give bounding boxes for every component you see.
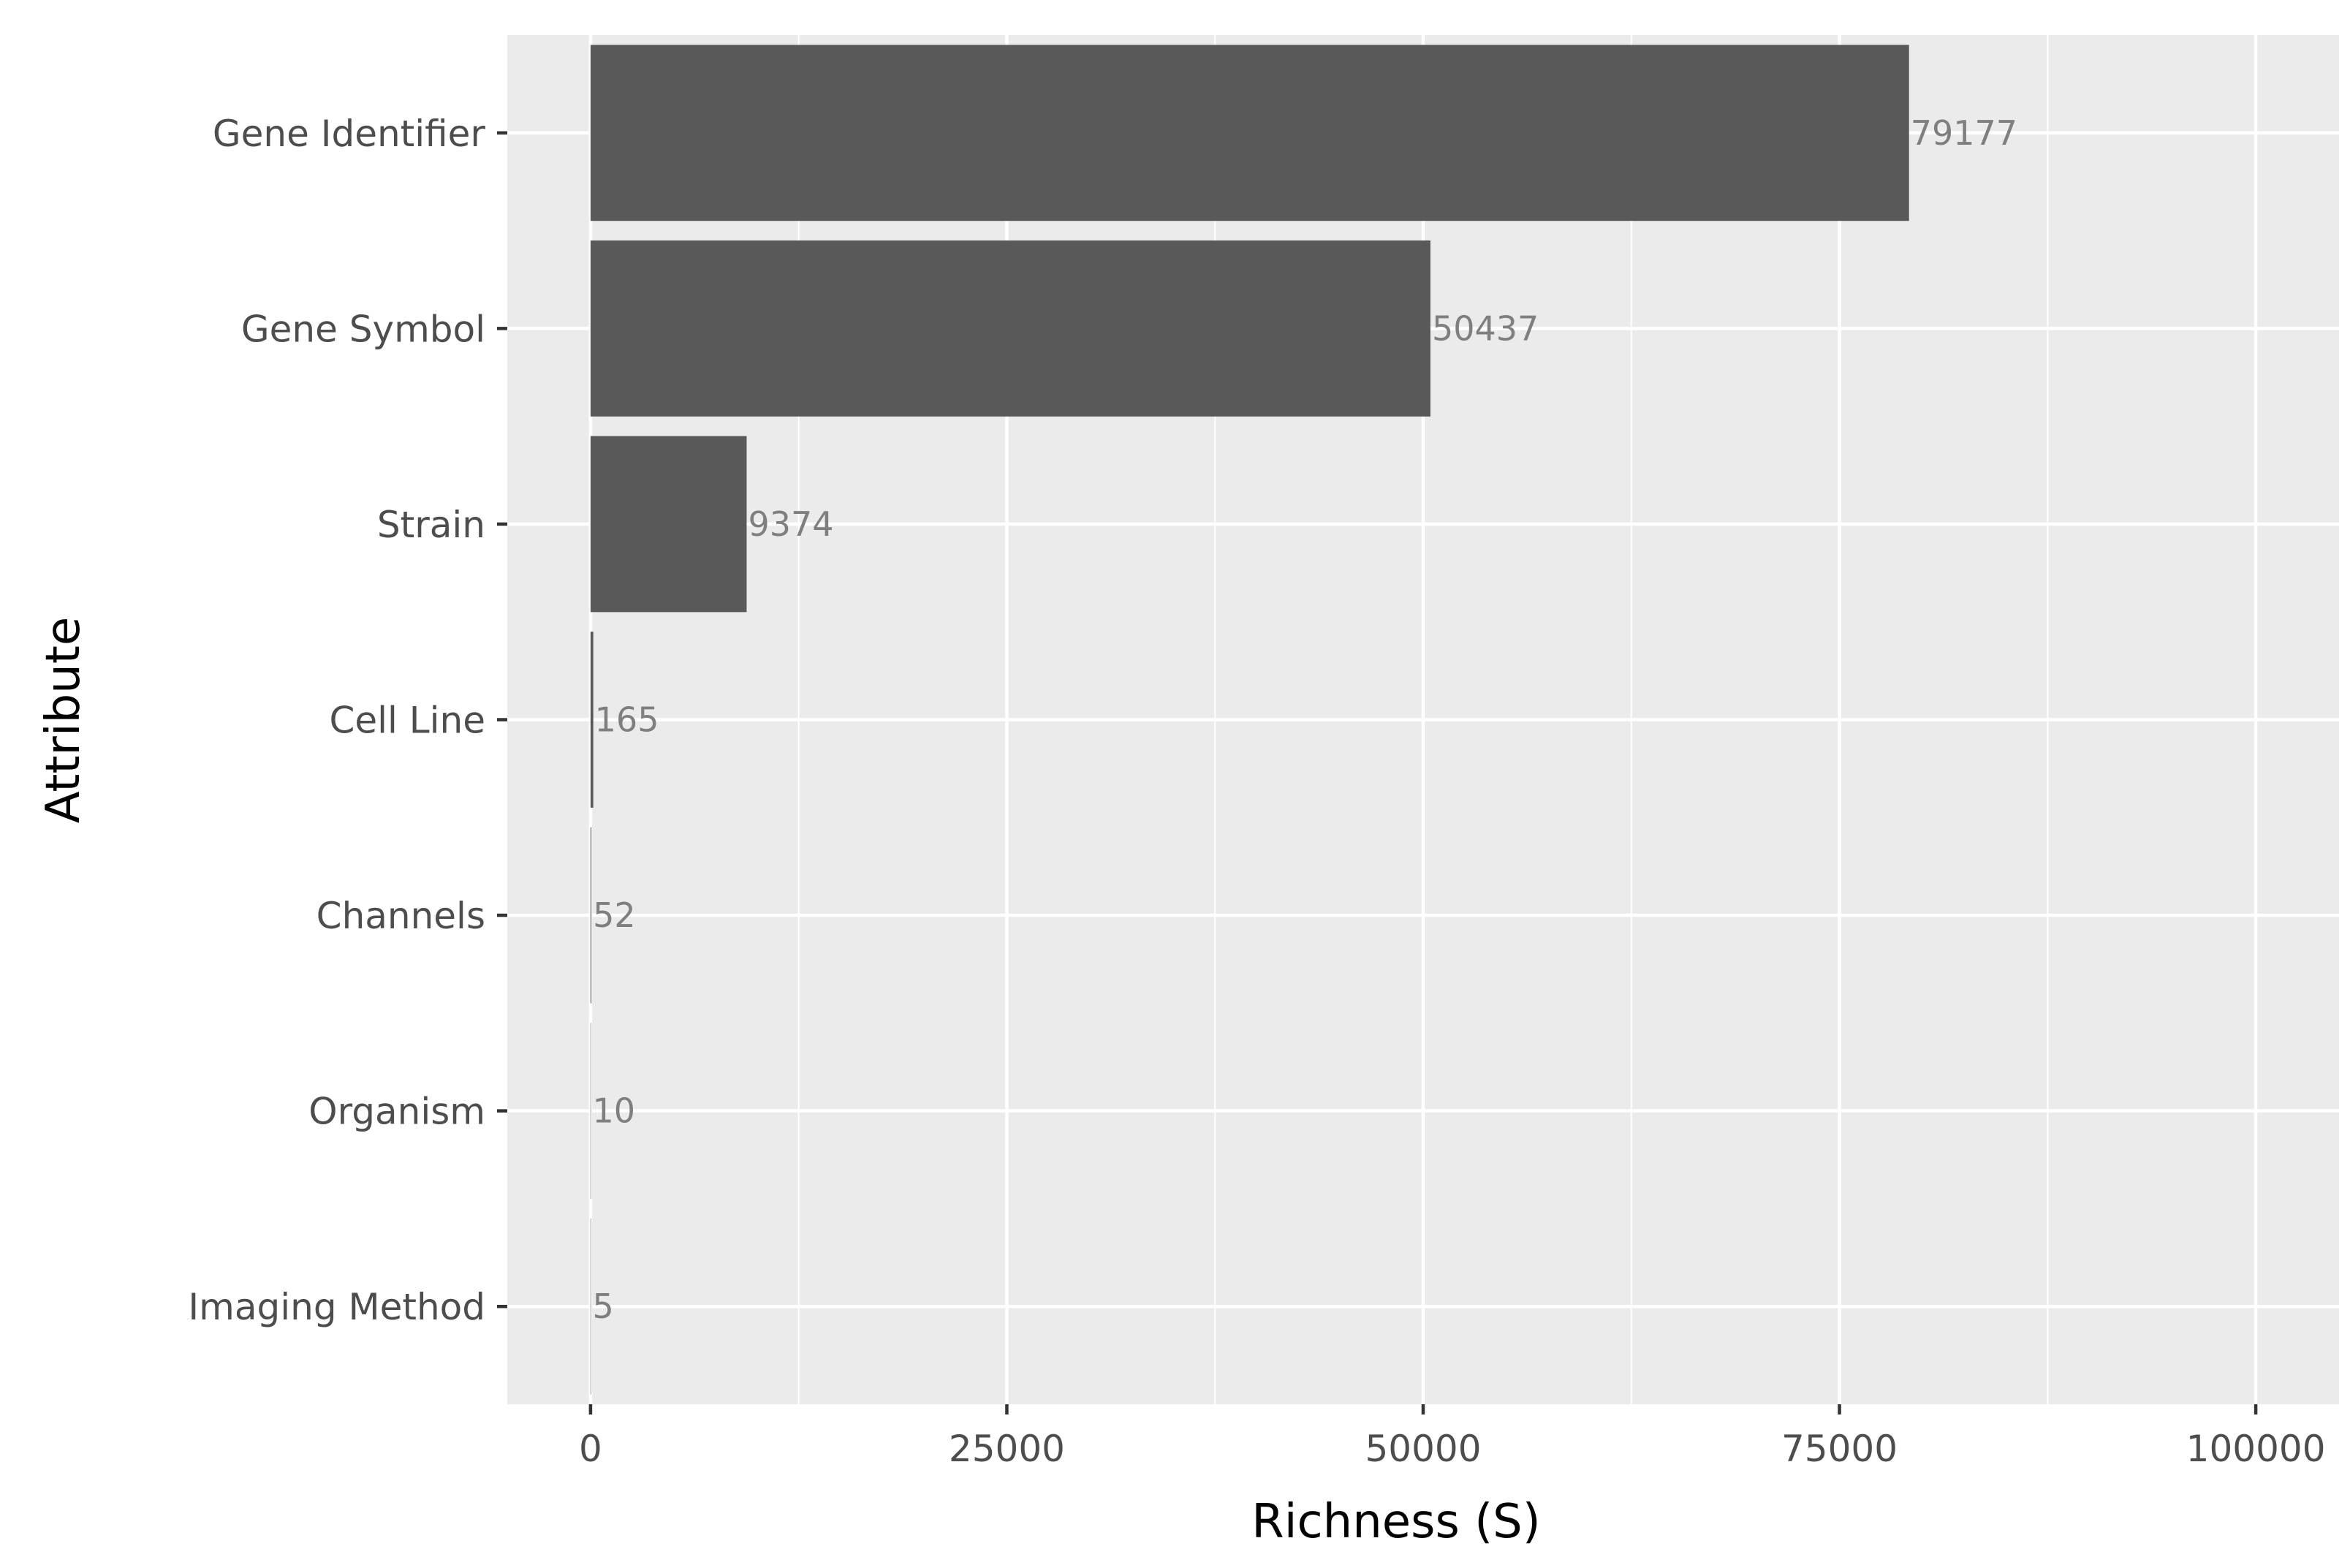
x-tick-label: 75000 bbox=[1781, 1428, 1898, 1470]
y-tick-label: Imaging Method bbox=[188, 1286, 485, 1328]
x-tick-label: 0 bbox=[579, 1428, 602, 1470]
data-labels: 79177 50437 9374 165 52 10 5 bbox=[593, 113, 2018, 1326]
x-axis-title: Richness (S) bbox=[1251, 1495, 1541, 1549]
y-axis-title: Attribute bbox=[37, 617, 91, 824]
x-tick-label: 25000 bbox=[949, 1428, 1065, 1470]
y-axis: Gene Identifier Gene Symbol Strain Cell Lin… bbox=[188, 113, 507, 1328]
bar-value-label: 50437 bbox=[1432, 308, 1539, 348]
x-tick-label: 100000 bbox=[2186, 1428, 2326, 1470]
bar-value-label: 5 bbox=[593, 1287, 614, 1326]
bar bbox=[590, 240, 1430, 417]
bar bbox=[590, 45, 1909, 221]
bar-value-label: 9374 bbox=[748, 504, 833, 544]
y-tick-label: Cell Line bbox=[329, 700, 485, 742]
y-tick-label: Channels bbox=[317, 895, 485, 937]
y-tick-label: Gene Identifier bbox=[213, 113, 486, 155]
y-tick-label: Strain bbox=[377, 504, 485, 546]
bars bbox=[590, 45, 1909, 1395]
bar-value-label: 165 bbox=[595, 700, 659, 740]
bar-value-label: 10 bbox=[593, 1091, 636, 1131]
y-tick-label: Organism bbox=[308, 1091, 485, 1133]
bar bbox=[590, 632, 594, 808]
y-tick-label: Gene Symbol bbox=[241, 308, 485, 350]
x-axis: 0 25000 50000 75000 100000 bbox=[579, 1404, 2326, 1470]
bar-value-label: 52 bbox=[593, 895, 636, 935]
bar bbox=[590, 436, 747, 613]
bar-value-label: 79177 bbox=[1911, 113, 2017, 153]
x-tick-label: 50000 bbox=[1365, 1428, 1481, 1470]
